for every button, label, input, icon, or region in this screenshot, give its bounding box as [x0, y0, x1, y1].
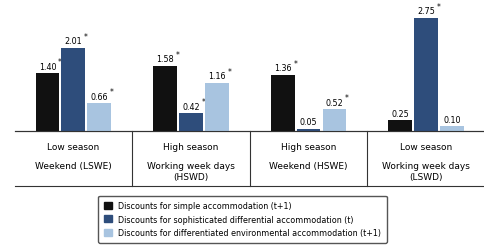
Text: 0.25: 0.25 [391, 109, 408, 118]
Text: 1.36: 1.36 [273, 64, 291, 73]
Bar [179, 114, 202, 131]
Text: *: * [58, 58, 62, 67]
Bar [87, 104, 111, 131]
Legend: Discounts for simple accommodation (t+1), Discounts for sophisticated differenti: Discounts for simple accommodation (t+1)… [98, 196, 386, 243]
Text: *: * [109, 88, 113, 97]
Text: 0.05: 0.05 [299, 118, 317, 127]
Text: High season: High season [280, 142, 335, 151]
Bar [35, 74, 59, 131]
Bar [388, 121, 411, 131]
Text: Low season: Low season [47, 142, 99, 151]
Bar [270, 75, 294, 131]
Text: 0.66: 0.66 [91, 92, 108, 102]
Text: 1.16: 1.16 [208, 72, 225, 81]
Text: 1.40: 1.40 [39, 62, 56, 71]
Text: *: * [201, 98, 205, 107]
Bar [61, 49, 85, 131]
Text: Weekend (HSWE): Weekend (HSWE) [269, 162, 347, 171]
Text: 0.42: 0.42 [182, 102, 199, 111]
Text: *: * [436, 3, 440, 11]
Text: High season: High season [163, 142, 218, 151]
Text: *: * [293, 59, 297, 68]
Text: Working week days
(HSWD): Working week days (HSWD) [147, 162, 234, 181]
Text: Weekend (LSWE): Weekend (LSWE) [35, 162, 111, 171]
Text: 1.58: 1.58 [156, 55, 174, 64]
Bar [413, 18, 437, 131]
Text: *: * [84, 33, 88, 42]
Bar [205, 84, 228, 131]
Text: 0.10: 0.10 [442, 115, 460, 124]
Bar [439, 127, 463, 131]
Text: *: * [344, 94, 348, 103]
Text: *: * [175, 50, 179, 59]
Text: 2.01: 2.01 [64, 37, 82, 46]
Bar [322, 110, 346, 131]
Text: Working week days
(LSWD): Working week days (LSWD) [381, 162, 469, 181]
Bar [296, 129, 320, 131]
Text: *: * [227, 68, 231, 77]
Text: 0.52: 0.52 [325, 98, 343, 107]
Text: 2.75: 2.75 [416, 7, 434, 16]
Bar [153, 66, 177, 131]
Text: Low season: Low season [399, 142, 452, 151]
